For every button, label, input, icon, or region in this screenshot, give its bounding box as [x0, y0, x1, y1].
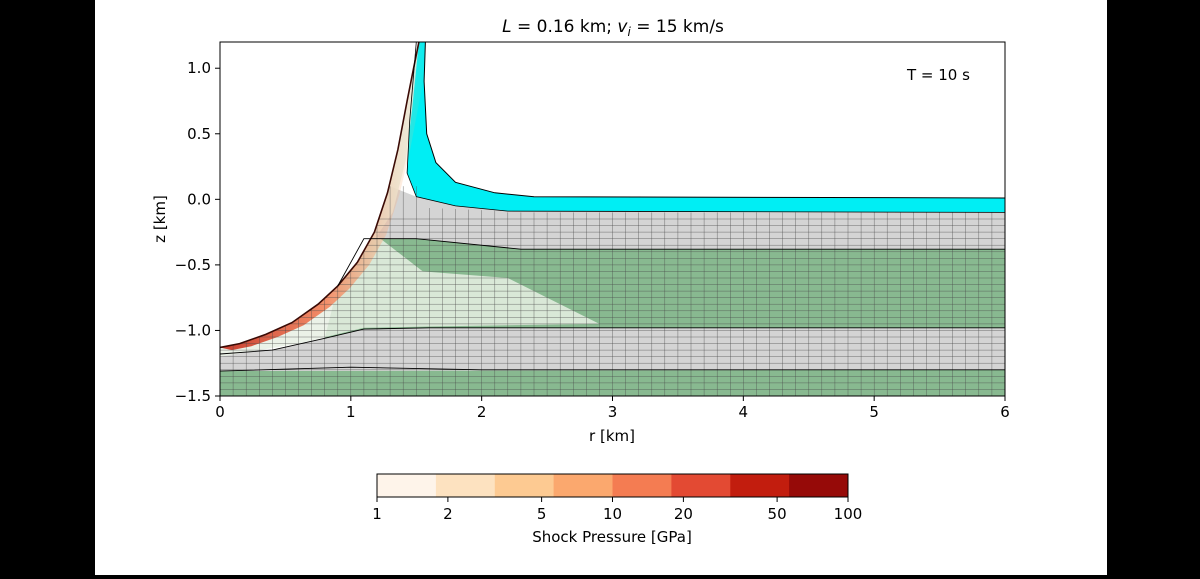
colorbar-swatch [494, 474, 555, 497]
colorbar-swatch [435, 474, 496, 497]
water-surface-line [423, 42, 1005, 199]
colorbar-tick-label: 5 [537, 505, 547, 523]
lagrangian-mesh [220, 186, 1005, 396]
colorbar-swatch [730, 474, 790, 497]
x-tick-label: 0 [215, 403, 225, 421]
basement-boundary [220, 366, 1005, 372]
x-tick-label: 4 [739, 403, 749, 421]
colorbar-tick-label: 10 [603, 505, 622, 523]
y-axis: 1.0 0.5 0.0 −0.5 −1.0 −1.5 [175, 59, 220, 405]
colorbar-tick-label: 50 [768, 505, 787, 523]
x-tick-label: 1 [346, 403, 356, 421]
shock-pressure-colorbar: 1 2 5 10 20 50 100 [372, 473, 863, 523]
chart-title: L = 0.16 km; vi = 15 km/s [502, 17, 724, 39]
colorbar-swatch [789, 474, 849, 497]
colorbar-tick-label: 100 [834, 505, 863, 523]
y-tick-label: −0.5 [175, 256, 211, 274]
sediment-boundary-lower [220, 327, 1005, 355]
plot-area [220, 42, 1005, 396]
colorbar-label: Shock Pressure [GPa] [532, 528, 692, 546]
ocean-water-layer [407, 42, 1005, 213]
colorbar-swatch [612, 474, 672, 497]
time-label: T = 10 s [906, 66, 970, 84]
colorbar-tick-label: 1 [372, 505, 382, 523]
y-tick-label: −1.5 [175, 387, 211, 405]
high-pressure-halo [220, 42, 431, 351]
simulation-figure: L = 0.16 km; vi = 15 km/s T = 10 s 0 1 2 3 4… [151, 17, 1010, 546]
y-tick-label: 0.5 [187, 125, 211, 143]
crater-wall-outline [220, 42, 420, 349]
x-tick-label: 5 [869, 403, 879, 421]
colorbar-tick-label: 20 [674, 505, 693, 523]
water-base-line [406, 42, 1005, 213]
y-tick-label: 1.0 [187, 59, 211, 77]
figure-panel: L = 0.16 km; vi = 15 km/s T = 10 s 0 1 2 3 4… [95, 0, 1107, 575]
sediment-boundary-upper [337, 238, 1005, 287]
y-tick-label: −1.0 [175, 321, 211, 339]
x-tick-label: 2 [477, 403, 487, 421]
colorbar-tick-label: 2 [443, 505, 453, 523]
y-axis-label: z [km] [151, 195, 169, 243]
x-tick-label: 3 [608, 403, 618, 421]
upper-sediment-layer [363, 186, 1005, 250]
colorbar-swatch [671, 474, 731, 497]
x-tick-label: 6 [1000, 403, 1010, 421]
colorbar-swatch [377, 474, 437, 497]
x-axis-label: r [km] [589, 427, 635, 445]
colorbar-swatch [553, 474, 613, 497]
x-axis: 0 1 2 3 4 5 6 [215, 396, 1010, 421]
y-tick-label: 0.0 [187, 190, 211, 208]
transient-cavity [220, 42, 419, 347]
